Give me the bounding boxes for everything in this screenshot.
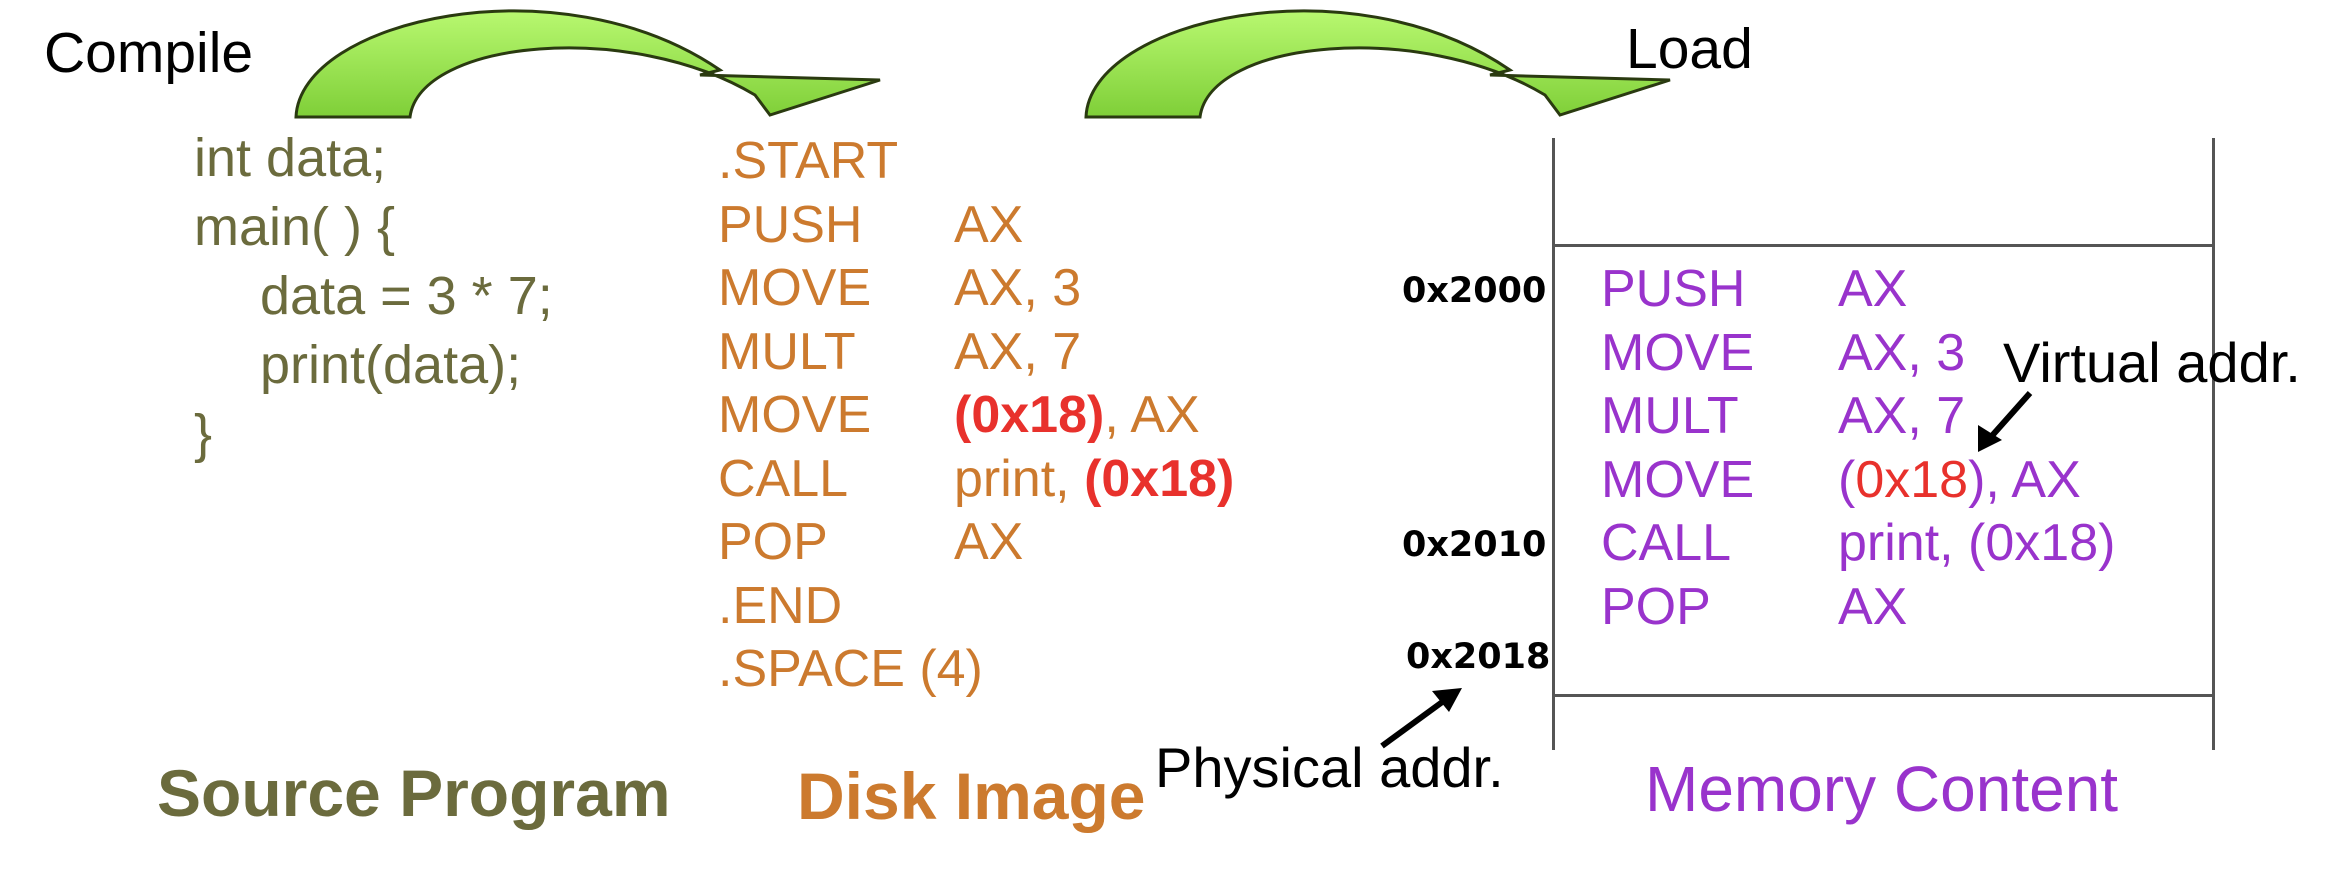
address-label-highlight: 0x2018 — [1406, 637, 1551, 677]
disk-row: CALL print, (0x18) — [718, 449, 1235, 508]
compile-arrow — [294, 9, 881, 119]
disk-space-directive: .SPACE (4) — [718, 640, 983, 698]
disk-start-directive: .START — [718, 132, 899, 190]
address-label: 0x2000 — [1402, 271, 1547, 311]
memory-row: CALL print, (0x18) — [1601, 514, 2116, 572]
disk-row: POP AX — [718, 513, 1024, 571]
memory-content-title: Memory Content — [1645, 753, 2119, 825]
memory-left-border — [1552, 138, 1555, 750]
source-program-title: Source Program — [157, 756, 671, 830]
disk-addr-highlight: (0x18) — [1084, 449, 1235, 508]
source-line: print(data); — [260, 335, 522, 395]
memory-addr-highlight: 0x18 — [1855, 450, 1969, 509]
memory-bottom-divider — [1552, 694, 2215, 697]
source-line: int data; — [194, 128, 387, 188]
disk-row: MULT AX, 7 — [718, 322, 1082, 381]
disk-image-listing: .START PUSH AX MOVE AX, 3 MULT AX, 7 MOVE (0… — [718, 130, 1234, 702]
memory-row: MULT AX, 7 — [1601, 387, 1966, 445]
disk-end-directive: .END — [718, 576, 843, 635]
load-arrow — [1084, 9, 1671, 119]
load-label: Load — [1626, 17, 1753, 81]
virtual-addr-label: Virtual addr. — [2003, 331, 2301, 394]
disk-addr-highlight: (0x18) — [954, 386, 1105, 444]
compile-label: Compile — [44, 21, 254, 85]
physical-addr-label: Physical addr. — [1155, 736, 1504, 799]
disk-image-title: Disk Image — [797, 759, 1146, 833]
memory-row: MOVE AX, 3 — [1601, 323, 1966, 382]
disk-row: PUSH AX — [718, 195, 1024, 254]
memory-top-divider — [1552, 244, 2215, 247]
memory-row: MOVE (0x18), AX — [1601, 450, 2081, 509]
disk-row: MOVE AX, 3 — [718, 259, 1082, 317]
source-line: } — [194, 404, 213, 464]
disk-row: MOVE (0x18), AX — [718, 386, 1200, 444]
address-label: 0x2010 — [1402, 525, 1547, 565]
memory-listing: PUSH AX MOVE AX, 3 MULT AX, 7 MOVE (0x18), A… — [1601, 258, 2115, 639]
memory-row: PUSH AX — [1601, 260, 1908, 318]
source-code: int data; main( ) { data = 3 * 7; print(… — [194, 124, 553, 469]
memory-right-border — [2212, 138, 2215, 750]
source-line: main( ) { — [194, 197, 396, 257]
source-line: data = 3 * 7; — [260, 266, 553, 326]
virtual-addr-arrow — [1978, 391, 2033, 452]
physical-addr-arrow — [1380, 688, 1462, 749]
memory-row: POP AX — [1601, 577, 1908, 636]
